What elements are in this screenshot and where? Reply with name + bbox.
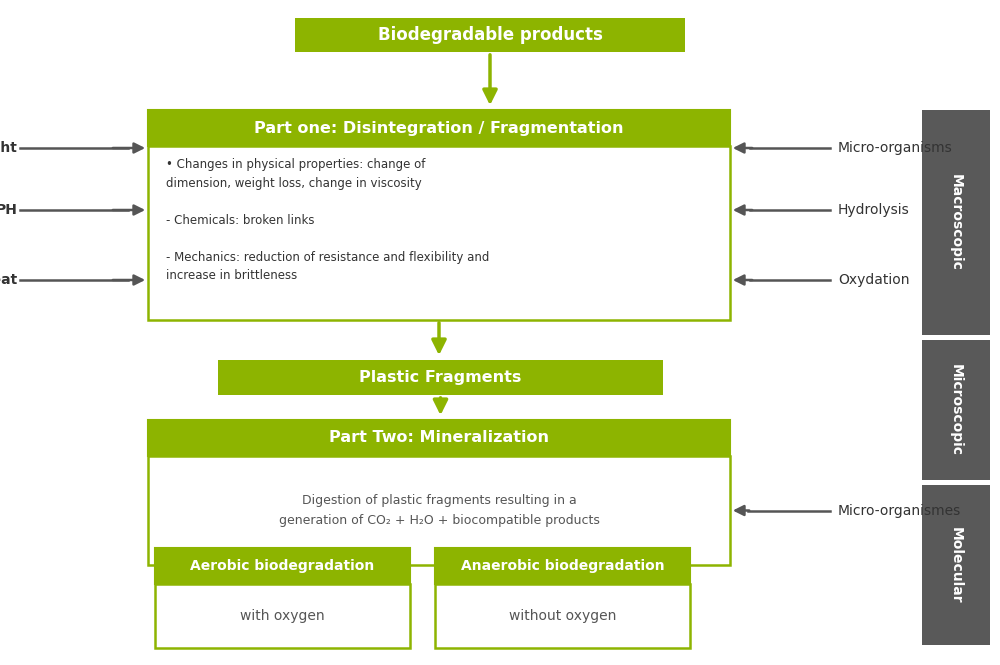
Text: Anaerobic biodegradation: Anaerobic biodegradation [461,559,664,573]
Text: Biodegradable products: Biodegradable products [378,26,602,44]
Bar [435,584,690,648]
Text: with oxygen: with oxygen [240,609,325,623]
Text: without oxygen: without oxygen [509,609,616,623]
Text: Aerobic biodegradation: Aerobic biodegradation [190,559,375,573]
Text: Oxydation: Oxydation [838,273,910,287]
Text: Molecular: Molecular [949,527,963,603]
Bar [148,110,730,146]
Text: Plastic Fragments: Plastic Fragments [359,370,522,385]
Text: Light: Light [0,141,18,155]
Text: Part one: Disintegration / Fragmentation: Part one: Disintegration / Fragmentation [254,120,624,136]
Text: Heat: Heat [0,273,18,287]
Text: Digestion of plastic fragments resulting in a
generation of CO₂ + H₂O + biocompa: Digestion of plastic fragments resulting… [279,494,599,527]
Bar [155,584,410,648]
Bar [295,18,685,52]
Bar [435,548,690,584]
Bar [218,360,663,395]
Bar [148,456,730,565]
Bar [922,340,990,480]
Text: Micro-organisms: Micro-organisms [838,141,953,155]
Text: Macroscopic: Macroscopic [949,174,963,271]
Text: Part Two: Mineralization: Part Two: Mineralization [329,430,549,446]
Text: • Changes in physical properties: change of
dimension, weight loss, change in vi: • Changes in physical properties: change… [166,158,489,282]
Bar [155,548,410,584]
Text: Microscopic: Microscopic [949,364,963,456]
Bar [148,146,730,320]
Bar [148,420,730,456]
Bar [922,485,990,645]
Text: Micro-organismes: Micro-organismes [838,503,961,517]
Text: PH: PH [0,203,18,217]
Text: Hydrolysis: Hydrolysis [838,203,910,217]
Bar [922,110,990,335]
